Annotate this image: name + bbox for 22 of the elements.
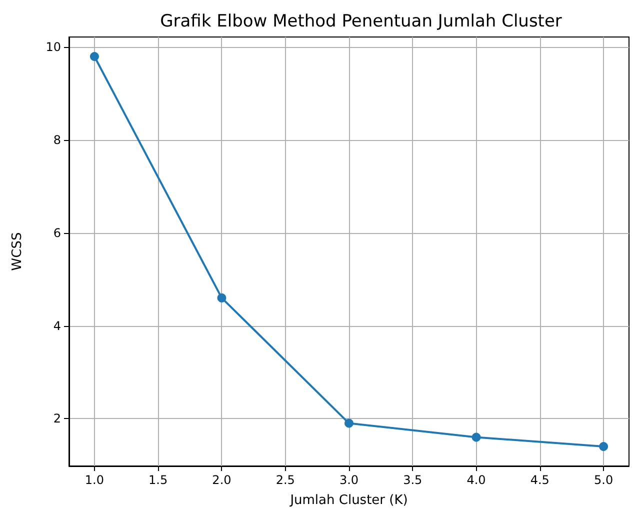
chart-title: Grafik Elbow Method Penentuan Jumlah Cluster xyxy=(160,12,562,32)
y-tick-label: 4 xyxy=(53,318,61,333)
point xyxy=(472,432,481,442)
point xyxy=(90,52,99,61)
x-tick-label: 4.0 xyxy=(466,473,486,487)
x-tick-label: 2.5 xyxy=(276,473,295,487)
y-axis-title: WCSS xyxy=(10,232,25,271)
y-tick-label: 2 xyxy=(53,412,61,426)
x-tick-label: 1.0 xyxy=(84,473,104,487)
point xyxy=(599,442,608,451)
y-tick-label: 8 xyxy=(53,133,61,148)
x-tick-label: 3.5 xyxy=(403,473,422,487)
y-tick-label: 10 xyxy=(46,40,61,54)
x-axis-title: Jumlah Cluster (K) xyxy=(289,493,408,508)
x-tick-label: 4.5 xyxy=(530,473,550,487)
point xyxy=(217,293,226,302)
y-tick-label: 6 xyxy=(53,226,61,240)
x-tick-label: 1.5 xyxy=(148,473,168,487)
x-tick-label: 5.0 xyxy=(594,473,614,487)
point xyxy=(344,418,354,428)
x-tick-label: 3.0 xyxy=(339,473,359,487)
x-tick-label: 2.0 xyxy=(212,473,232,487)
